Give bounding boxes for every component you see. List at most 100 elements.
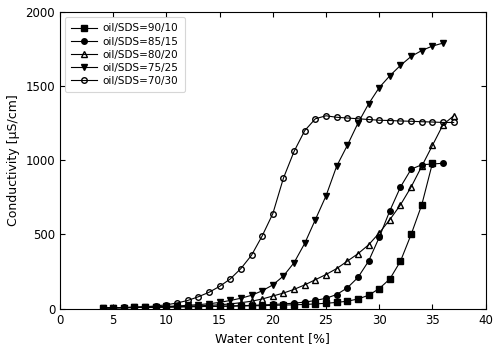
oil/SDS=80/20 <box>121 306 127 310</box>
oil/SDS=90/10 <box>355 297 361 301</box>
oil/SDS=85/15 <box>153 305 159 309</box>
oil/SDS=85/15 <box>206 304 212 308</box>
oil/SDS=90/10 <box>323 301 329 306</box>
oil/SDS=85/15 <box>196 304 202 309</box>
oil/SDS=80/20 <box>450 114 456 118</box>
X-axis label: Water content [%]: Water content [%] <box>216 332 330 345</box>
oil/SDS=90/10 <box>366 293 372 297</box>
oil/SDS=90/10 <box>216 304 222 308</box>
oil/SDS=75/25 <box>121 306 127 310</box>
oil/SDS=85/15 <box>366 259 372 263</box>
oil/SDS=80/20 <box>366 243 372 247</box>
oil/SDS=80/20 <box>259 297 265 301</box>
oil/SDS=90/10 <box>376 287 382 291</box>
oil/SDS=80/20 <box>100 306 105 310</box>
oil/SDS=85/15 <box>259 303 265 307</box>
oil/SDS=80/20 <box>280 291 286 295</box>
oil/SDS=80/20 <box>227 302 233 306</box>
oil/SDS=80/20 <box>164 305 170 309</box>
oil/SDS=90/10 <box>312 302 318 306</box>
oil/SDS=70/30 <box>376 118 382 122</box>
oil/SDS=85/15 <box>174 305 180 309</box>
oil/SDS=70/30 <box>206 290 212 294</box>
oil/SDS=90/10 <box>259 303 265 308</box>
oil/SDS=85/15 <box>110 306 116 310</box>
oil/SDS=70/30 <box>387 118 393 122</box>
oil/SDS=80/20 <box>430 143 436 147</box>
oil/SDS=75/25 <box>184 303 190 308</box>
oil/SDS=90/10 <box>344 299 350 303</box>
oil/SDS=80/20 <box>376 231 382 235</box>
oil/SDS=85/15 <box>430 162 436 166</box>
oil/SDS=70/30 <box>344 116 350 120</box>
oil/SDS=70/30 <box>419 120 425 124</box>
oil/SDS=75/25 <box>196 302 202 307</box>
oil/SDS=90/10 <box>238 304 244 308</box>
oil/SDS=80/20 <box>323 272 329 277</box>
oil/SDS=90/10 <box>270 303 276 308</box>
oil/SDS=90/10 <box>419 203 425 207</box>
oil/SDS=75/25 <box>280 274 286 278</box>
oil/SDS=80/20 <box>440 122 446 127</box>
oil/SDS=90/10 <box>398 259 404 263</box>
oil/SDS=90/10 <box>206 304 212 308</box>
oil/SDS=70/30 <box>440 120 446 125</box>
oil/SDS=70/30 <box>366 117 372 121</box>
oil/SDS=90/10 <box>408 232 414 237</box>
oil/SDS=75/25 <box>344 143 350 147</box>
oil/SDS=70/30 <box>184 298 190 303</box>
oil/SDS=85/15 <box>142 305 148 309</box>
oil/SDS=90/10 <box>248 304 254 308</box>
oil/SDS=85/15 <box>398 185 404 189</box>
oil/SDS=75/25 <box>142 305 148 309</box>
oil/SDS=80/20 <box>153 305 159 309</box>
oil/SDS=90/10 <box>142 305 148 309</box>
oil/SDS=85/15 <box>227 304 233 308</box>
oil/SDS=85/15 <box>184 304 190 309</box>
oil/SDS=70/30 <box>430 120 436 124</box>
oil/SDS=90/10 <box>132 305 138 309</box>
Y-axis label: Conductivity [μS/cm]: Conductivity [μS/cm] <box>7 94 20 226</box>
oil/SDS=70/30 <box>121 305 127 309</box>
oil/SDS=75/25 <box>270 283 276 287</box>
oil/SDS=90/10 <box>174 305 180 309</box>
Line: oil/SDS=80/20: oil/SDS=80/20 <box>100 113 457 311</box>
oil/SDS=70/30 <box>302 128 308 133</box>
oil/SDS=85/15 <box>355 275 361 279</box>
oil/SDS=70/30 <box>398 119 404 123</box>
oil/SDS=90/10 <box>334 300 340 304</box>
oil/SDS=90/10 <box>291 303 297 307</box>
Line: oil/SDS=70/30: oil/SDS=70/30 <box>100 113 457 311</box>
oil/SDS=75/25 <box>419 49 425 53</box>
oil/SDS=75/25 <box>302 241 308 245</box>
oil/SDS=85/15 <box>132 305 138 309</box>
oil/SDS=80/20 <box>238 301 244 305</box>
oil/SDS=70/30 <box>450 120 456 125</box>
oil/SDS=80/20 <box>419 164 425 168</box>
oil/SDS=75/25 <box>110 306 116 310</box>
oil/SDS=80/20 <box>291 287 297 291</box>
oil/SDS=80/20 <box>355 252 361 256</box>
oil/SDS=85/15 <box>270 302 276 307</box>
oil/SDS=90/10 <box>302 302 308 307</box>
oil/SDS=85/15 <box>302 300 308 304</box>
oil/SDS=90/10 <box>153 305 159 309</box>
oil/SDS=85/15 <box>164 305 170 309</box>
oil/SDS=80/20 <box>398 203 404 207</box>
oil/SDS=70/30 <box>270 212 276 216</box>
oil/SDS=90/10 <box>121 306 127 310</box>
oil/SDS=90/10 <box>164 305 170 309</box>
oil/SDS=85/15 <box>291 301 297 305</box>
oil/SDS=70/30 <box>164 303 170 307</box>
oil/SDS=90/10 <box>196 304 202 309</box>
oil/SDS=70/30 <box>291 149 297 153</box>
oil/SDS=75/25 <box>312 218 318 222</box>
oil/SDS=75/25 <box>132 305 138 309</box>
Legend: oil/SDS=90/10, oil/SDS=85/15, oil/SDS=80/20, oil/SDS=75/25, oil/SDS=70/30: oil/SDS=90/10, oil/SDS=85/15, oil/SDS=80… <box>65 17 185 92</box>
oil/SDS=70/30 <box>259 234 265 238</box>
oil/SDS=80/20 <box>270 294 276 298</box>
oil/SDS=75/25 <box>153 305 159 309</box>
oil/SDS=75/25 <box>174 304 180 308</box>
oil/SDS=85/15 <box>238 303 244 308</box>
oil/SDS=75/25 <box>206 302 212 306</box>
